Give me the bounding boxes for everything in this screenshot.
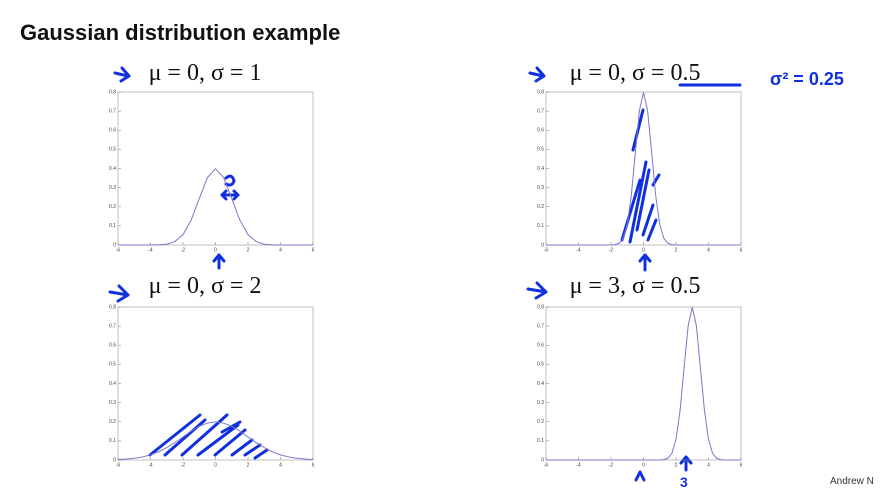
- curve: [546, 92, 741, 246]
- x-tick-label: -4: [576, 247, 581, 253]
- chart-title: μ = 0, σ = 0.5: [570, 60, 701, 86]
- x-tick-label: -2: [181, 247, 186, 253]
- footer: Andrew N: [830, 476, 874, 487]
- x-tick-label: 4: [279, 247, 282, 253]
- y-tick-label: 0.1: [537, 223, 544, 229]
- x-tick-label: 4: [707, 462, 710, 468]
- curve: [117, 421, 314, 461]
- y-tick-label: 0: [113, 457, 116, 463]
- chart-title: μ = 3, σ = 0.5: [570, 273, 701, 299]
- y-tick-label: 0.4: [537, 166, 544, 172]
- x-tick-label: 0: [214, 462, 217, 468]
- x-tick-label: 6: [740, 247, 743, 253]
- y-tick-label: 0.8: [109, 89, 116, 95]
- y-tick-label: 0.8: [537, 304, 544, 310]
- x-tick-label: 0: [642, 462, 645, 468]
- x-tick-label: -4: [576, 462, 581, 468]
- y-tick-label: 0.7: [109, 323, 116, 329]
- x-tick-label: 6: [312, 247, 315, 253]
- x-tick-label: 6: [740, 462, 743, 468]
- y-tick-label: 0: [541, 457, 544, 463]
- plot-frame: [117, 306, 314, 461]
- y-tick-label: 0.6: [537, 128, 544, 134]
- y-tick-label: 0.3: [109, 185, 116, 191]
- y-tick-label: 0.5: [109, 147, 116, 153]
- curve: [118, 167, 313, 246]
- y-tick-label: 0.7: [537, 108, 544, 114]
- y-tick-label: 0.4: [109, 166, 116, 172]
- x-tick-label: 2: [247, 247, 250, 253]
- chart-title: μ = 0, σ = 1: [149, 60, 262, 86]
- chart-title: μ = 0, σ = 2: [149, 273, 262, 299]
- plot-frame: [545, 306, 742, 461]
- y-tick-label: 0.7: [537, 323, 544, 329]
- y-tick-label: 0.1: [537, 438, 544, 444]
- x-tick-label: 4: [279, 462, 282, 468]
- y-tick-label: 0.1: [109, 223, 116, 229]
- y-tick-label: 0.2: [537, 204, 544, 210]
- chart: μ = 0, σ = 2 0 0.1 0.2 0.3 0.4 0.5 0.6 0.7 0.8 -6 -…: [109, 273, 315, 468]
- x-tick-label: 2: [675, 462, 678, 468]
- y-tick-label: 0.7: [109, 108, 116, 114]
- y-tick-label: 0.6: [537, 343, 544, 349]
- y-tick-label: 0.3: [537, 185, 544, 191]
- x-tick-label: 0: [642, 247, 645, 253]
- y-tick-label: 0: [541, 242, 544, 248]
- x-tick-label: -2: [181, 462, 186, 468]
- x-tick-label: 0: [214, 247, 217, 253]
- x-tick-label: -4: [148, 247, 153, 253]
- chart: μ = 0, σ = 0.5 σ² = 0.25 0 0.1 0.2 0.3 0.4 0.5 0…: [537, 60, 844, 253]
- annotation: 3: [680, 474, 688, 488]
- x-tick-label: -2: [609, 462, 614, 468]
- y-tick-label: 0.8: [537, 89, 544, 95]
- annotation: σ² = 0.25: [770, 69, 844, 89]
- y-tick-label: 0.2: [109, 204, 116, 210]
- chart: μ = 0, σ = 1 0 0.1 0.2 0.3 0.4 0.5 0.6 0.7 0.8 -6 -…: [109, 60, 315, 253]
- y-tick-label: 0.4: [537, 381, 544, 387]
- x-tick-label: -6: [544, 247, 549, 253]
- y-tick-label: 0.2: [109, 419, 116, 425]
- y-tick-label: 0.2: [537, 419, 544, 425]
- x-tick-label: -6: [544, 462, 549, 468]
- x-tick-label: 2: [675, 247, 678, 253]
- y-tick-label: 0.6: [109, 128, 116, 134]
- x-tick-label: -6: [116, 247, 121, 253]
- y-tick-label: 0.3: [109, 400, 116, 406]
- x-tick-label: 6: [312, 462, 315, 468]
- curve: [546, 307, 741, 461]
- y-tick-label: 0.5: [109, 362, 116, 368]
- y-tick-label: 0.5: [537, 362, 544, 368]
- x-tick-label: -4: [148, 462, 153, 468]
- y-tick-label: 0: [113, 242, 116, 248]
- y-tick-label: 0.4: [109, 381, 116, 387]
- x-tick-label: 4: [707, 247, 710, 253]
- chart: μ = 3, σ = 0.5 3 0 0.1 0.2 0.3 0.4 0.5 0.6 0.7 0.8…: [537, 273, 743, 488]
- slide-title: Gaussian distribution example: [20, 20, 340, 45]
- handwriting: [108, 66, 742, 482]
- y-tick-label: 0.1: [109, 438, 116, 444]
- y-tick-label: 0.5: [537, 147, 544, 153]
- y-tick-label: 0.6: [109, 343, 116, 349]
- y-tick-label: 0.3: [537, 400, 544, 406]
- x-tick-label: 2: [247, 462, 250, 468]
- x-tick-label: -2: [609, 247, 614, 253]
- x-tick-label: -6: [116, 462, 121, 468]
- y-tick-label: 0.8: [109, 304, 116, 310]
